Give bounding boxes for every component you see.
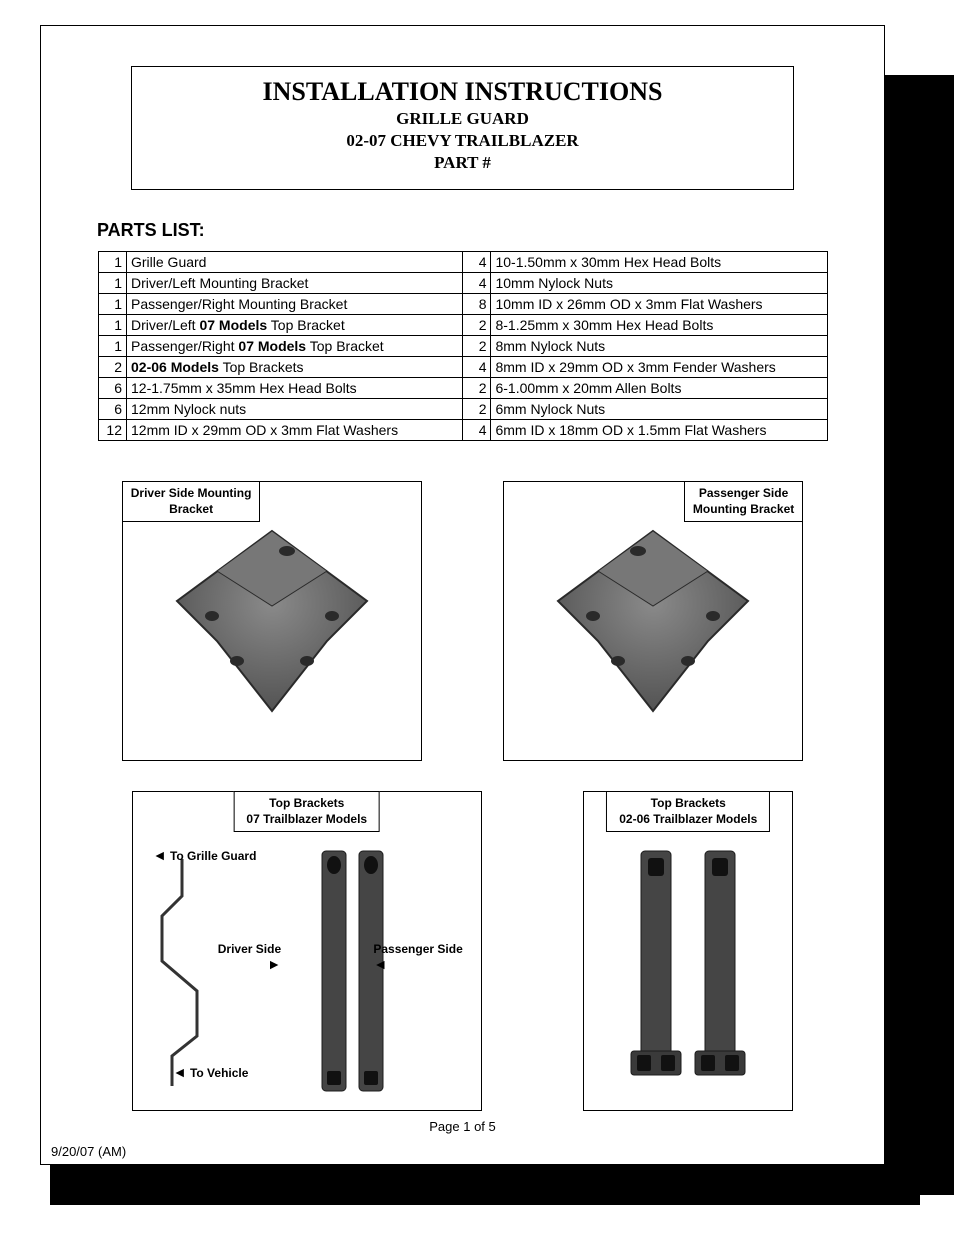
qty-cell: 1	[98, 336, 127, 357]
qty-cell: 2	[98, 357, 127, 378]
callout-text: To Grille Guard	[170, 849, 256, 863]
qty-cell: 1	[98, 252, 127, 273]
callout-text: To Vehicle	[190, 1066, 248, 1080]
title-box: INSTALLATION INSTRUCTIONS GRILLE GUARD 0…	[131, 66, 794, 190]
desc-cell: 12mm Nylock nuts	[127, 399, 463, 420]
desc-cell: 12mm ID x 29mm OD x 3mm Flat Washers	[127, 420, 463, 441]
desc-cell: 6mm Nylock Nuts	[491, 399, 827, 420]
driver-bracket-label: Driver Side Mounting Bracket	[122, 481, 261, 522]
label-text: Mounting Bracket	[693, 502, 794, 516]
qty-cell: 1	[98, 294, 127, 315]
doc-subtitle-3: PART #	[152, 153, 773, 173]
desc-cell: 10mm Nylock Nuts	[491, 273, 827, 294]
callout-text: Driver Side	[218, 942, 281, 956]
passenger-bracket-diagram: Passenger Side Mounting Bracket	[503, 481, 803, 761]
top-0206-label: Top Brackets 02-06 Trailblazer Models	[606, 791, 770, 832]
top-07-label: Top Brackets 07 Trailblazer Models	[233, 791, 380, 832]
to-vehicle-callout: ◄ To Vehicle	[173, 1064, 249, 1080]
qty-cell: 4	[462, 420, 491, 441]
qty-cell: 6	[98, 378, 127, 399]
page-number: Page 1 of 5	[91, 1119, 834, 1134]
arrow-left-icon: ◄	[173, 1064, 187, 1080]
qty-cell: 4	[462, 273, 491, 294]
desc-cell: 6mm ID x 18mm OD x 1.5mm Flat Washers	[491, 420, 827, 441]
table-row: 1Passenger/Right Mounting Bracket810mm I…	[98, 294, 827, 315]
desc-cell: Driver/Left Mounting Bracket	[127, 273, 463, 294]
label-text: 02-06 Trailblazer Models	[619, 812, 757, 826]
label-text: Passenger Side	[699, 486, 788, 500]
driver-bracket-svg	[157, 511, 387, 731]
arrow-left-icon: ◄	[373, 956, 387, 972]
label-text: Top Brackets	[651, 796, 726, 810]
arrow-left-icon: ◄	[153, 847, 167, 863]
desc-cell: Passenger/Right Mounting Bracket	[127, 294, 463, 315]
qty-cell: 2	[462, 399, 491, 420]
qty-cell: 1	[98, 273, 127, 294]
parts-list-heading: PARTS LIST:	[97, 220, 834, 241]
table-row: 1212mm ID x 29mm OD x 3mm Flat Washers46…	[98, 420, 827, 441]
desc-cell: 6-1.00mm x 20mm Allen Bolts	[491, 378, 827, 399]
qty-cell: 8	[462, 294, 491, 315]
label-text: Bracket	[169, 502, 213, 516]
doc-title: INSTALLATION INSTRUCTIONS	[152, 77, 773, 107]
top-bracket-diagrams-row: Top Brackets 07 Trailblazer Models ◄ To …	[91, 791, 834, 1111]
qty-cell: 4	[462, 357, 491, 378]
page-shadow-right	[884, 75, 954, 1195]
qty-cell: 2	[462, 315, 491, 336]
bold-text: 07 Models	[238, 338, 306, 354]
bold-text: 07 Models	[199, 317, 267, 333]
bold-text: 02-06 Models	[131, 359, 219, 375]
desc-cell: Passenger/Right 07 Models Top Bracket	[127, 336, 463, 357]
desc-cell: 8-1.25mm x 30mm Hex Head Bolts	[491, 315, 827, 336]
label-text: Top Brackets	[269, 796, 344, 810]
qty-cell: 2	[462, 378, 491, 399]
qty-cell: 6	[98, 399, 127, 420]
page: INSTALLATION INSTRUCTIONS GRILLE GUARD 0…	[40, 25, 885, 1165]
qty-cell: 4	[462, 252, 491, 273]
table-row: 1Passenger/Right 07 Models Top Bracket28…	[98, 336, 827, 357]
passenger-bracket-label: Passenger Side Mounting Bracket	[684, 481, 803, 522]
table-row: 612-1.75mm x 35mm Hex Head Bolts26-1.00m…	[98, 378, 827, 399]
desc-cell: 02-06 Models Top Brackets	[127, 357, 463, 378]
table-row: 1Driver/Left 07 Models Top Bracket28-1.2…	[98, 315, 827, 336]
table-row: 202-06 Models Top Brackets48mm ID x 29mm…	[98, 357, 827, 378]
parts-table: 1Grille Guard410-1.50mm x 30mm Hex Head …	[98, 251, 828, 441]
doc-subtitle-2: 02-07 CHEVY TRAILBLAZER	[152, 131, 773, 151]
passenger-side-callout: Passenger Side ◄	[373, 942, 462, 972]
table-row: 612mm Nylock nuts26mm Nylock Nuts	[98, 399, 827, 420]
qty-cell: 2	[462, 336, 491, 357]
label-text: 07 Trailblazer Models	[246, 812, 367, 826]
qty-cell: 12	[98, 420, 127, 441]
top-0206-svg	[593, 806, 783, 1096]
passenger-bracket-svg	[538, 511, 768, 731]
doc-subtitle-1: GRILLE GUARD	[152, 109, 773, 129]
top-brackets-07-diagram: Top Brackets 07 Trailblazer Models ◄ To …	[132, 791, 482, 1111]
to-grille-callout: ◄ To Grille Guard	[153, 847, 257, 863]
driver-side-callout: Driver Side ►	[218, 942, 281, 972]
desc-cell: 8mm Nylock Nuts	[491, 336, 827, 357]
label-text: Driver Side Mounting	[131, 486, 252, 500]
desc-cell: Driver/Left 07 Models Top Bracket	[127, 315, 463, 336]
parts-table-wrap: 1Grille Guard410-1.50mm x 30mm Hex Head …	[91, 251, 834, 441]
desc-cell: 10mm ID x 26mm OD x 3mm Flat Washers	[491, 294, 827, 315]
driver-bracket-diagram: Driver Side Mounting Bracket	[122, 481, 422, 761]
callout-text: Passenger Side	[373, 942, 462, 956]
desc-cell: 12-1.75mm x 35mm Hex Head Bolts	[127, 378, 463, 399]
page-shadow-bottom	[50, 1160, 920, 1205]
table-row: 1Driver/Left Mounting Bracket410mm Nyloc…	[98, 273, 827, 294]
footer-date: 9/20/07 (AM)	[51, 1144, 126, 1159]
desc-cell: 8mm ID x 29mm OD x 3mm Fender Washers	[491, 357, 827, 378]
top-brackets-0206-diagram: Top Brackets 02-06 Trailblazer Models	[583, 791, 793, 1111]
arrow-right-icon: ►	[267, 956, 281, 972]
qty-cell: 1	[98, 315, 127, 336]
desc-cell: Grille Guard	[127, 252, 463, 273]
bracket-diagrams-row: Driver Side Mounting Bracket	[91, 481, 834, 761]
desc-cell: 10-1.50mm x 30mm Hex Head Bolts	[491, 252, 827, 273]
table-row: 1Grille Guard410-1.50mm x 30mm Hex Head …	[98, 252, 827, 273]
